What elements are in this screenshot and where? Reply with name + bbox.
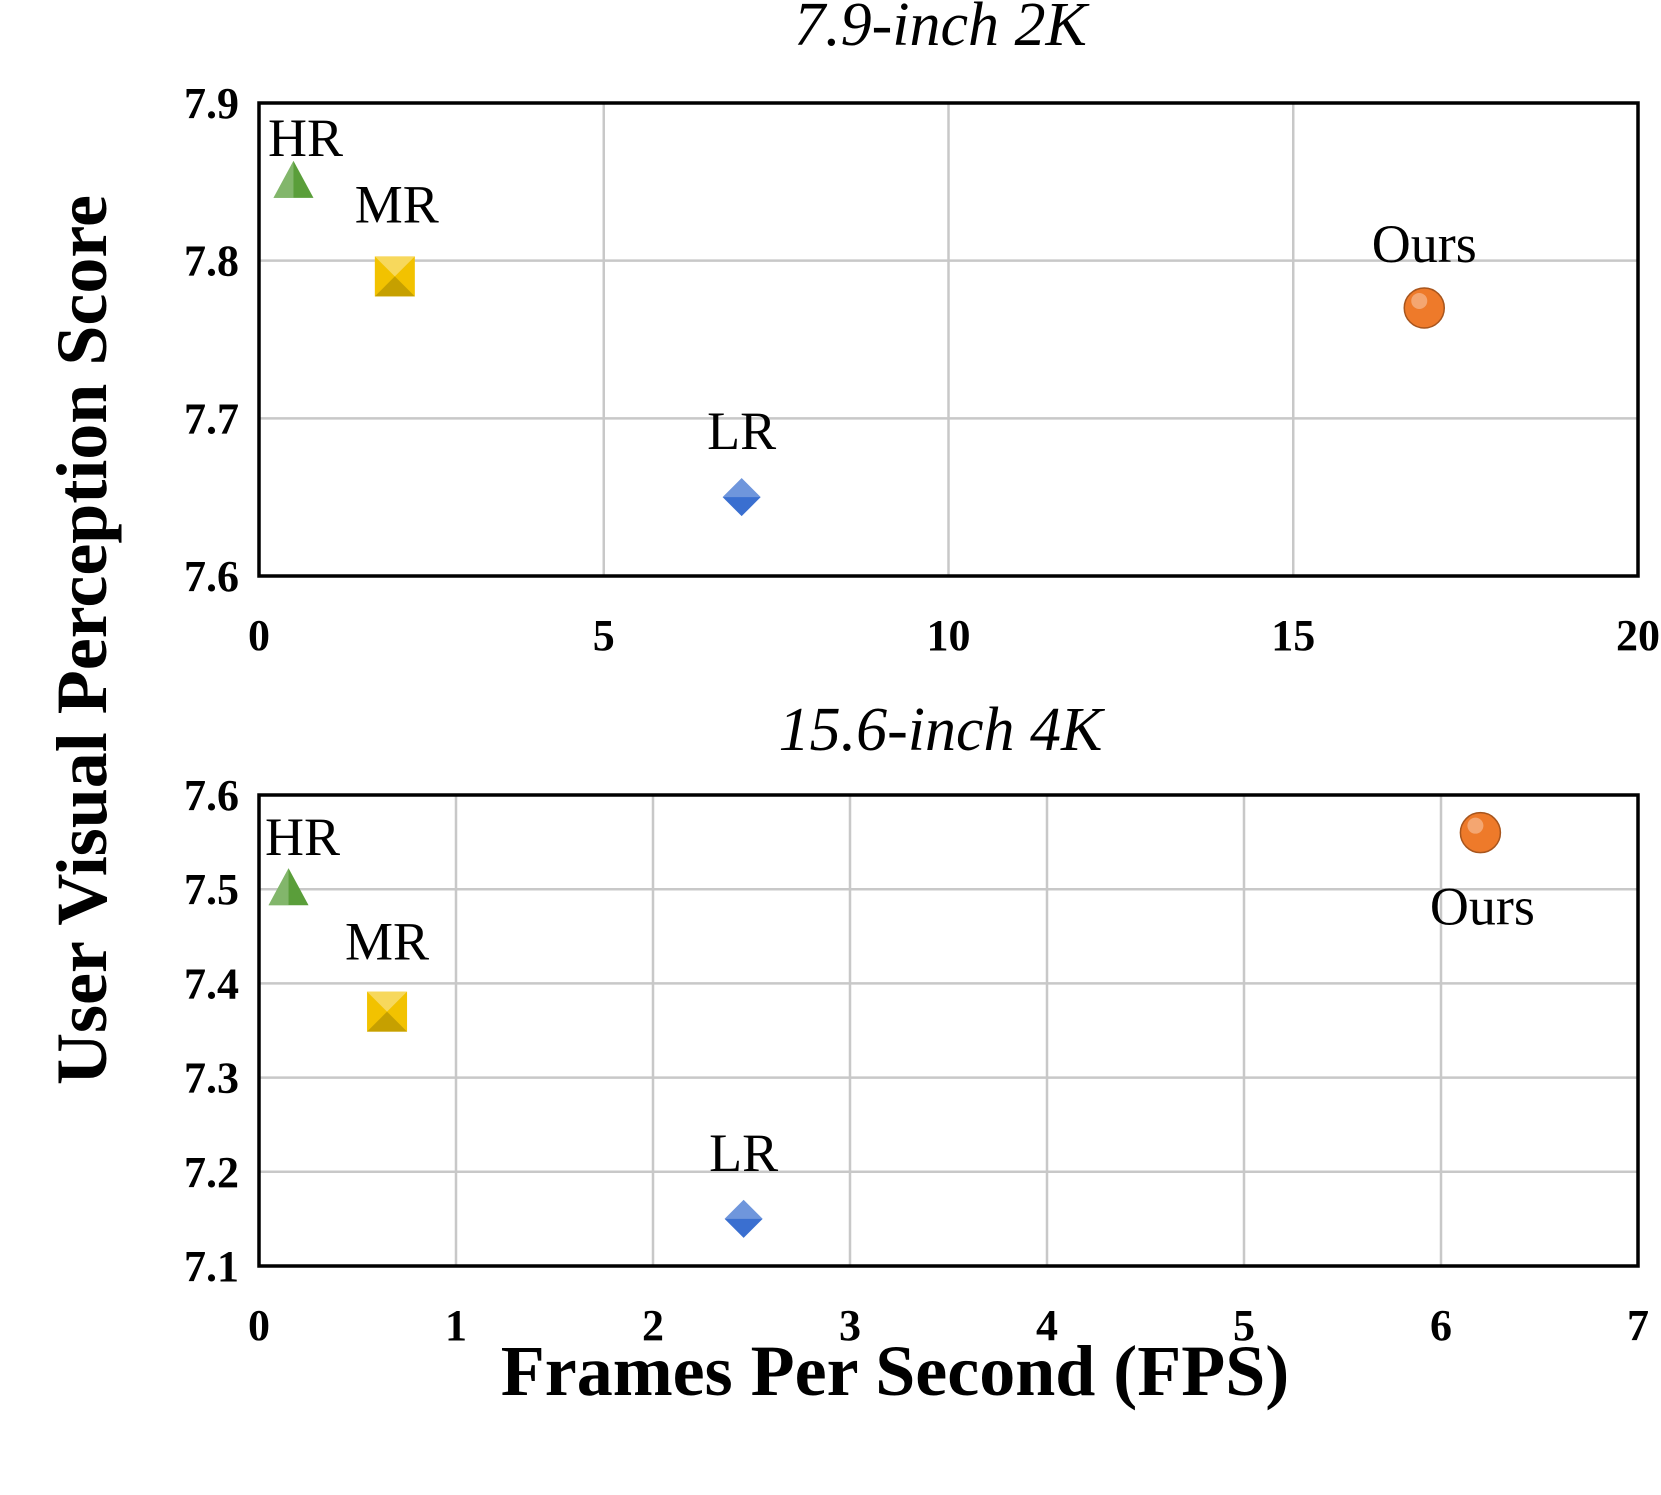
circle-marker-highlight — [1467, 817, 1484, 834]
point-label: LR — [707, 401, 776, 461]
point-lr: LR — [709, 1123, 778, 1238]
point-label: HR — [265, 807, 340, 867]
point-label: Ours — [1430, 877, 1535, 937]
y-tick-label: 7.5 — [184, 865, 239, 914]
chart-panel-4k: 15.6-inch 4K 0 1 2 3 4 5 6 7 7.1 7.2 7.3 7.4 7.5 7.6 HR… — [184, 696, 1649, 1350]
point-label: HR — [268, 108, 343, 168]
x-tick-label: 7 — [1627, 1301, 1649, 1350]
y-tick-label: 7.2 — [184, 1148, 239, 1197]
x-tick-label: 5 — [1233, 1301, 1255, 1350]
y-tick-label: 7.6 — [184, 552, 239, 601]
point-label: MR — [345, 912, 429, 972]
diamond-marker-highlight — [724, 1199, 763, 1219]
x-tick-label: 0 — [248, 611, 270, 660]
circle-marker — [1403, 287, 1446, 329]
x-axis-label: Frames Per Second (FPS) — [501, 1331, 1289, 1411]
plot-frame — [257, 101, 1640, 578]
square-marker-facet-top — [367, 991, 408, 1012]
x-tick-label: 6 — [1430, 1301, 1452, 1350]
x-tick-label: 3 — [839, 1301, 861, 1350]
point-hr: HR — [268, 108, 343, 198]
point-hr: HR — [265, 807, 340, 906]
point-label: MR — [355, 174, 439, 234]
point-ours: Ours — [1430, 811, 1535, 937]
y-tick-label: 7.1 — [184, 1242, 239, 1291]
y-tick-label: 7.6 — [184, 771, 239, 820]
y-tick-label: 7.8 — [184, 237, 239, 286]
chart-title: 7.9-inch 2K — [794, 0, 1090, 59]
x-tick-label: 1 — [445, 1301, 467, 1350]
y-tick-label: 7.4 — [184, 959, 239, 1008]
y-tick-label: 7.3 — [184, 1054, 239, 1103]
diamond-marker-highlight — [722, 478, 761, 498]
x-tick-label: 4 — [1036, 1301, 1058, 1350]
square-marker-facet-top — [374, 256, 415, 277]
x-tick-label: 10 — [927, 611, 971, 660]
triangle-marker-highlight — [273, 160, 294, 198]
triangle-marker-highlight — [268, 868, 289, 906]
square-marker-facet-bottom — [374, 276, 415, 297]
square-marker-facet-bottom — [367, 1011, 408, 1032]
x-tick-label: 20 — [1616, 611, 1660, 660]
point-mr: MR — [345, 912, 429, 1032]
x-tick-label: 2 — [642, 1301, 664, 1350]
y-tick-label: 7.7 — [184, 394, 239, 443]
point-label: LR — [709, 1123, 778, 1183]
x-tick-label: 15 — [1271, 611, 1315, 660]
x-tick-label: 5 — [593, 611, 615, 660]
point-ours: Ours — [1372, 214, 1477, 329]
plot-frame — [257, 793, 1640, 1268]
circle-marker — [1459, 811, 1502, 854]
chart-title: 15.6-inch 4K — [779, 696, 1106, 764]
circle-marker-highlight — [1411, 292, 1428, 309]
y-tick-label: 7.9 — [184, 79, 239, 128]
x-tick-label: 0 — [248, 1301, 270, 1350]
point-mr: MR — [355, 174, 439, 297]
point-lr: LR — [707, 401, 776, 517]
point-label: Ours — [1372, 214, 1477, 274]
y-axis-label: User Visual Perception Score — [42, 195, 122, 1085]
